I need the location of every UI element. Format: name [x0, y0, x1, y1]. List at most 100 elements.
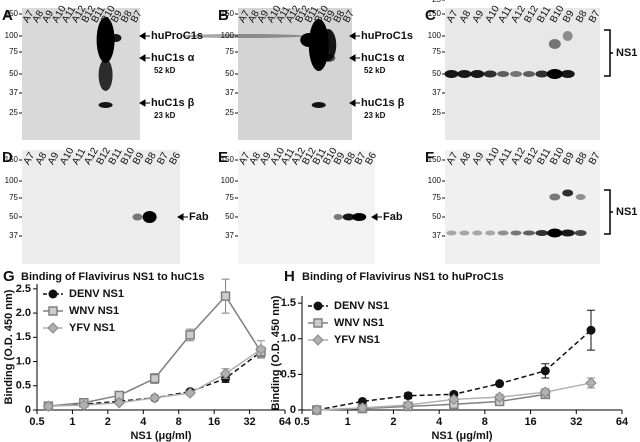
panel-letter: D [2, 149, 13, 166]
lane-label: B7 [341, 8, 357, 24]
blot-annotation: 52 kD [154, 66, 176, 75]
mw-marker: 50 [225, 212, 234, 221]
lane-label: A9 [46, 150, 62, 166]
lane-label: A8 [458, 150, 474, 166]
legend-marker [313, 318, 323, 328]
blot-panel: C A7A8A9A10A11A12B12B11B10B9B8B7150100755… [425, 4, 637, 140]
lane-label: B7 [587, 8, 603, 24]
mw-marker: 75 [225, 193, 234, 202]
lane-label: B7 [587, 150, 603, 166]
blot-image [445, 150, 600, 264]
blot-annotation: Fab [383, 211, 403, 223]
y-tick-label: 0.5 [16, 380, 31, 392]
blot-band [575, 194, 586, 200]
blot-image [238, 150, 375, 264]
arrow [139, 99, 150, 107]
arrow [139, 54, 150, 62]
x-tick-label: 32 [570, 416, 582, 428]
blot-band [522, 71, 535, 77]
blot-panel: A A7A8A9A10A11A12B12B11B10B9B8B7150100755… [2, 4, 203, 140]
lane-label: B7 [155, 150, 171, 166]
lane-label: A7 [237, 150, 253, 166]
lane-label: A8 [246, 8, 262, 24]
blot-band [535, 230, 549, 236]
mw-marker: 50 [432, 69, 441, 78]
lane-label: B8 [143, 150, 159, 166]
lane-label: A7 [237, 8, 253, 24]
mw-marker: 75 [9, 193, 18, 202]
x-tick-label: 2 [105, 416, 111, 428]
blot-band [547, 228, 563, 238]
y-axis-label: Binding (O.D. 450 nm) [3, 289, 15, 404]
data-point [148, 392, 161, 404]
legend-label: WNV NS1 [69, 305, 119, 317]
mw-marker: 75 [9, 47, 18, 56]
arrow [349, 99, 360, 107]
y-tick-label: 1.0 [281, 333, 296, 345]
lane-label: A9 [471, 8, 487, 24]
data-point [78, 399, 90, 411]
data-point [42, 400, 55, 412]
mw-marker: 100 [428, 176, 442, 185]
blot-annotation: huProC1s [151, 30, 203, 42]
y-tick-label: 1.5 [16, 331, 31, 343]
arrow [177, 213, 188, 221]
y-tick-label: 0.5 [281, 368, 296, 380]
blot-band [485, 230, 496, 236]
mw-marker: 75 [432, 193, 441, 202]
blot-band [180, 34, 305, 38]
mw-marker: 37 [9, 88, 18, 97]
legend-label: YFV NS1 [334, 334, 380, 346]
y-tick-label: 2.0 [16, 307, 31, 319]
blot-band [510, 71, 523, 77]
lane-label: A9 [40, 8, 56, 24]
data-point [113, 397, 125, 409]
blot-annotation: huC1s α [151, 52, 195, 64]
x-axis-label: NS1 (μg/ml) [130, 430, 191, 442]
panel-letter: G [3, 268, 15, 285]
mw-marker: 150 [5, 9, 19, 18]
blot-band [472, 230, 483, 236]
lane-label: A9 [256, 8, 272, 24]
blot-panel: F A7A8A9A10A11A12B12B11B10B9B8B7150100755… [425, 0, 637, 264]
panel-letter: F [425, 149, 434, 166]
mw-marker: 50 [9, 69, 18, 78]
y-tick-label: 2.5 [16, 283, 31, 295]
chart-title: Binding of Flavivirus NS1 to huC1s [21, 271, 204, 283]
mw-marker: 75 [225, 47, 234, 56]
mw-marker: 50 [9, 212, 18, 221]
legend-label: DENV NS1 [69, 288, 124, 300]
lane-label: B7 [353, 150, 369, 166]
legend-label: WNV NS1 [334, 317, 384, 329]
blot-band [483, 70, 497, 78]
blot-image [238, 8, 352, 140]
lane-label: B8 [342, 150, 358, 166]
lane-label: A7 [22, 150, 38, 166]
lane-label: B8 [574, 150, 590, 166]
blot-band [109, 34, 122, 42]
mw-marker: 100 [5, 176, 19, 185]
blot-band [96, 17, 115, 63]
data-point [255, 343, 267, 356]
lane-label: B9 [322, 8, 338, 24]
legend-marker [313, 301, 323, 311]
blot-band [142, 211, 157, 223]
blot-image [22, 8, 140, 140]
blot-panel: D A7A8A9A10A11A12B12B11B10B9B8B7B61501007… [2, 146, 209, 264]
lane-label: B7 [129, 8, 145, 24]
blot-band [562, 31, 573, 41]
blot-panel: E A7A8A9A10A11A12B12B11B10B9B8B7B61501007… [218, 146, 403, 264]
blot-band [352, 213, 367, 221]
blot-annotation: huC1s β [151, 97, 195, 109]
mw-marker: 100 [221, 176, 235, 185]
blot-band [342, 213, 355, 221]
blot-band [446, 230, 457, 236]
y-tick-label: 1.0 [16, 355, 31, 367]
mw-marker: 25 [9, 108, 18, 117]
blot-band [548, 39, 561, 49]
blot-band [444, 70, 459, 78]
mw-marker: 75 [432, 47, 441, 56]
data-point [539, 386, 551, 398]
lane-label: A8 [248, 150, 264, 166]
x-tick-label: 4 [140, 416, 147, 428]
